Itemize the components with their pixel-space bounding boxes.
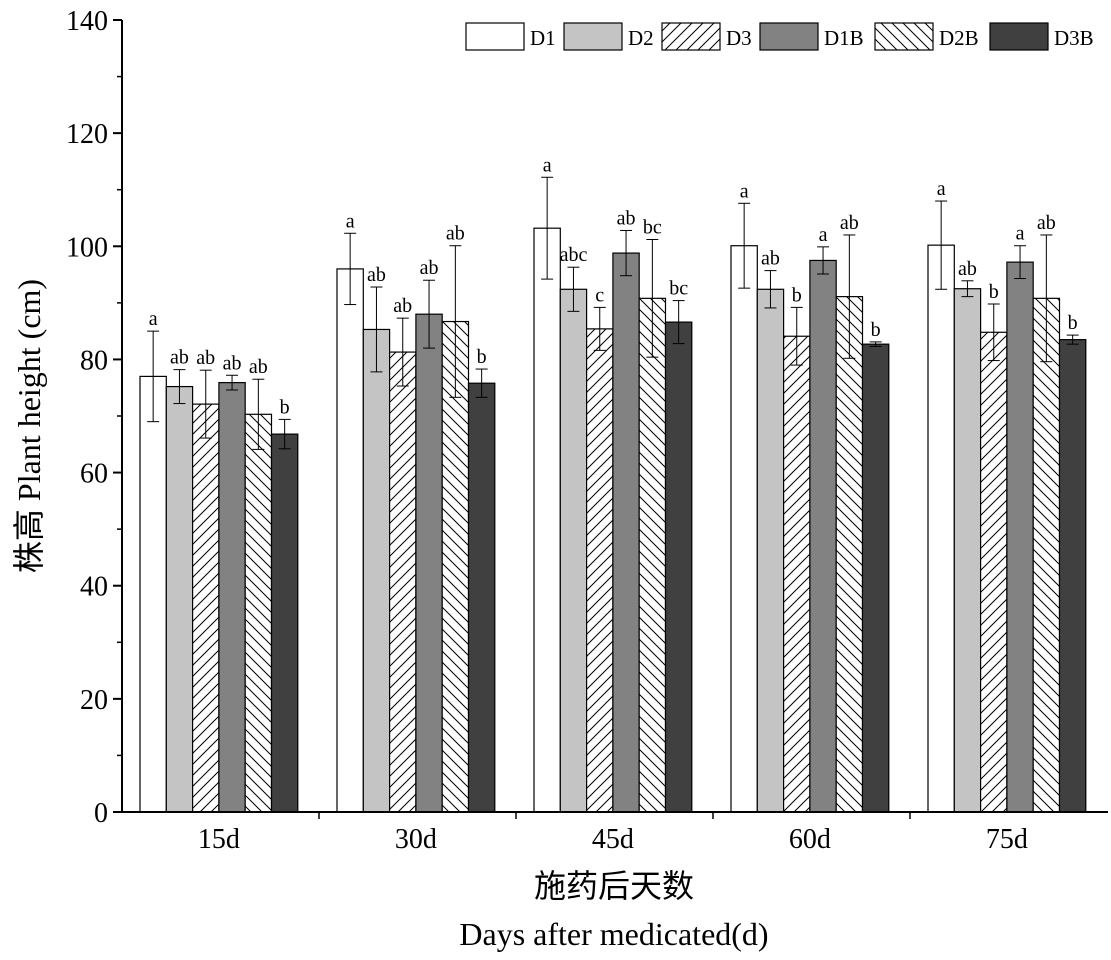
significance-letter-d2-15d: ab xyxy=(170,347,189,369)
significance-letter-d3b-60d: b xyxy=(871,319,881,341)
bar-d3-30d xyxy=(389,351,417,813)
x-tick-label-45d: 45d xyxy=(592,824,634,855)
error-bars-layer xyxy=(147,176,1079,450)
significance-letter-d2b-15d: ab xyxy=(249,356,268,378)
significance-letter-d1-15d: a xyxy=(149,308,158,330)
bar-d1-60d xyxy=(730,245,758,813)
bar-d1b-15d xyxy=(218,382,246,813)
significance-letter-d2b-60d: ab xyxy=(840,212,859,234)
legend-label-d3b: D3B xyxy=(1054,26,1094,50)
y-tick-label-60: 60 xyxy=(80,459,108,490)
significance-letter-d3-15d: ab xyxy=(196,347,215,369)
bar-d3-15d xyxy=(192,403,220,813)
significance-letter-d1-30d: a xyxy=(346,210,355,232)
y-tick-label-100: 100 xyxy=(66,232,108,263)
y-tick-label-40: 40 xyxy=(80,572,108,603)
bar-d3-60d xyxy=(782,335,811,813)
bar-d1-15d xyxy=(139,375,167,813)
x-tick-label-60d: 60d xyxy=(789,824,831,855)
bar-d1b-30d xyxy=(415,313,443,813)
legend-label-d3: D3 xyxy=(726,26,752,50)
bar-d2-60d xyxy=(756,288,785,813)
bar-d2-45d xyxy=(559,288,588,813)
bar-d2b-60d xyxy=(835,296,864,813)
significance-letter-d3b-45d: bc xyxy=(669,278,688,300)
legend-swatch-d3 xyxy=(661,22,721,51)
significance-letter-d1-60d: a xyxy=(740,180,749,202)
bar-d3-75d xyxy=(979,331,1008,813)
significance-letter-d1-75d: a xyxy=(937,178,946,200)
significance-letter-d2-45d: abc xyxy=(560,244,588,266)
bar-d3-45d xyxy=(585,328,614,813)
significance-letter-d1b-15d: ab xyxy=(223,352,242,374)
bar-d2-30d xyxy=(362,328,391,813)
significance-letter-d2b-75d: ab xyxy=(1037,212,1056,234)
y-tick-label-140: 140 xyxy=(66,6,108,37)
bar-d2-15d xyxy=(165,385,194,813)
bar-d2b-15d xyxy=(244,413,273,813)
significance-letter-d3-45d: c xyxy=(595,284,604,306)
x-tick-label-30d: 30d xyxy=(395,824,437,855)
significance-letter-d1-45d: a xyxy=(543,154,552,176)
significance-letter-d2-30d: ab xyxy=(367,264,386,286)
significance-letter-d2b-45d: bc xyxy=(643,216,662,238)
significance-letter-d1b-75d: a xyxy=(1016,223,1025,245)
y-tick-label-0: 0 xyxy=(94,798,108,829)
legend-label-d1: D1 xyxy=(530,26,556,50)
significance-letter-d3-60d: b xyxy=(792,284,802,306)
legend-swatch-d2 xyxy=(563,22,623,51)
y-tick-label-20: 20 xyxy=(80,685,108,716)
legend-label-d2: D2 xyxy=(628,26,654,50)
significance-letter-d3b-15d: b xyxy=(280,396,290,418)
significance-letter-d3-75d: b xyxy=(989,281,999,303)
bar-d2b-45d xyxy=(638,297,667,813)
legend-swatch-d2b xyxy=(874,22,934,51)
bar-d1b-75d xyxy=(1006,261,1034,813)
y-tick-label-120: 120 xyxy=(66,119,108,150)
x-tick-label-75d: 75d xyxy=(986,824,1028,855)
bar-d2-75d xyxy=(953,288,982,813)
y-axis-title: 株高 Plant height (cm) xyxy=(11,279,47,573)
significance-letter-d2b-30d: ab xyxy=(446,223,465,245)
bar-d3b-15d xyxy=(270,433,299,813)
significance-letter-d3-30d: ab xyxy=(393,295,412,317)
bar-d3b-60d xyxy=(861,343,890,813)
legend: D1 D2 D3 D1B D2B D3B xyxy=(465,22,1094,51)
significance-letter-d1b-60d: a xyxy=(819,224,828,246)
bar-d1-30d xyxy=(336,268,364,813)
legend-swatch-d1b xyxy=(759,22,819,51)
significance-letter-d3b-30d: b xyxy=(477,346,487,368)
bar-d1b-60d xyxy=(809,259,837,813)
bar-d1-75d xyxy=(927,244,955,813)
significance-letter-d3b-75d: b xyxy=(1068,312,1078,334)
legend-swatch-d3b xyxy=(989,22,1049,51)
x-tick-label-15d: 15d xyxy=(198,824,240,855)
bar-d3b-45d xyxy=(664,321,693,813)
y-tick-label-80: 80 xyxy=(80,345,108,376)
legend-label-d2b: D2B xyxy=(939,26,979,50)
significance-letter-d2-60d: ab xyxy=(761,248,780,270)
significance-letter-d1b-45d: ab xyxy=(617,207,636,229)
axes-layer: 0 20 40 60 80 100 120 140 15d 30d 45d 60d 75d xyxy=(66,6,1108,855)
bar-d2b-30d xyxy=(441,320,470,813)
bar-d1-45d xyxy=(533,227,561,813)
legend-label-d1b: D1B xyxy=(824,26,864,50)
significance-letter-d1b-30d: ab xyxy=(420,257,439,279)
bars-layer xyxy=(139,227,1087,813)
bar-d2b-75d xyxy=(1032,297,1061,813)
significance-letter-d2-75d: ab xyxy=(958,258,977,280)
bar-d3b-75d xyxy=(1058,339,1087,813)
x-axis-title-cn: 施药后天数 xyxy=(534,868,694,904)
bar-d1b-45d xyxy=(612,252,640,813)
bar-d3b-30d xyxy=(467,382,496,813)
x-axis-title-en: Days after medicated(d) xyxy=(459,916,768,952)
legend-swatch-d1 xyxy=(465,22,525,51)
